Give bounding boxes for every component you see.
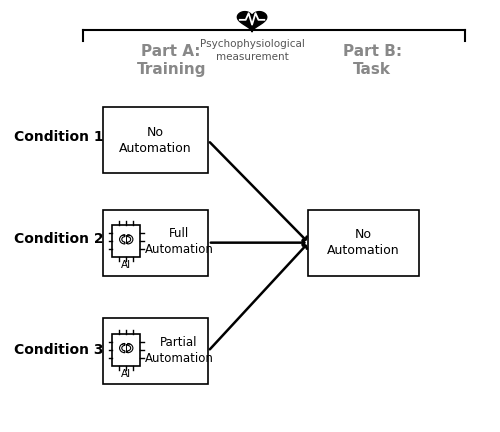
Bar [308,210,419,276]
Text: Psychophysiological
measurement: Psychophysiological measurement [200,39,304,62]
Text: Part B:
Task: Part B: Task [342,44,402,77]
Text: Full
Automation: Full Automation [144,227,214,256]
Text: No
Automation: No Automation [328,228,400,257]
Text: Condition 2: Condition 2 [14,232,103,246]
Bar [102,107,208,173]
Text: Partial
Automation: Partial Automation [144,336,214,365]
Text: AI: AI [121,369,132,379]
Bar [112,225,140,257]
Text: Part A:
Training: Part A: Training [136,44,206,77]
Text: No
Automation: No Automation [119,126,192,155]
Polygon shape [238,12,267,32]
Text: AI: AI [121,260,132,270]
Text: Condition 3: Condition 3 [14,343,103,357]
Bar [112,334,140,366]
Bar [102,318,208,384]
Text: Condition 1: Condition 1 [14,130,103,144]
Bar [102,210,208,276]
